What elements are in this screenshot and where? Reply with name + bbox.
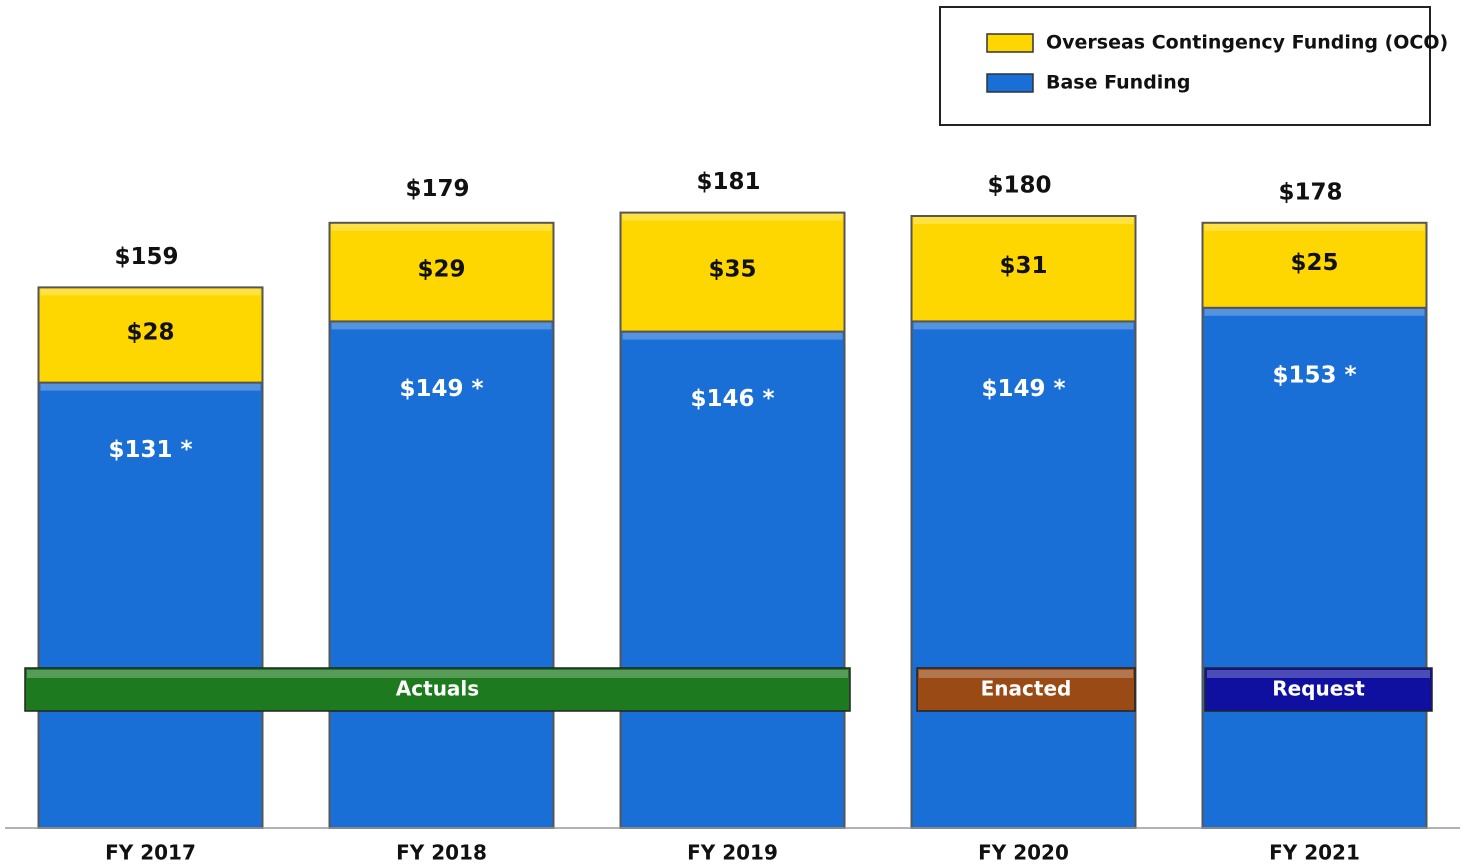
bar-segment [1201,221,1428,309]
annotation-band [916,667,1136,712]
bar-bevel [40,383,261,391]
legend-label: Overseas Contingency Funding (OCO) [1046,32,1448,54]
bar-segment [619,330,846,829]
value-label: $149 * [981,376,1065,402]
annotation-label: Request [1272,677,1365,701]
total-label: $181 [696,169,760,195]
annotation-label: Actuals [396,677,479,701]
bar-bevel [913,322,1134,330]
total-label: $180 [987,173,1051,199]
value-label: $28 [126,320,174,346]
bar-bevel [40,288,261,296]
bar-bevel [622,332,843,340]
total-label: $159 [114,244,178,270]
x-tick-label: FY 2019 [687,841,778,865]
bar-bevel [331,223,552,231]
x-tick-label: FY 2017 [105,841,196,865]
annotation-label: Enacted [981,677,1072,701]
value-label: $131 * [108,437,192,463]
total-label: $179 [405,176,469,202]
annotation-band [1204,667,1433,712]
bar-segment [619,211,846,333]
value-label: $35 [708,257,756,283]
bar-segment [910,215,1137,323]
annotation-bevel [1207,670,1430,678]
bar-segment [37,286,264,384]
x-tick-label: FY 2018 [396,841,487,865]
annotation-bevel [919,670,1133,678]
annotation-bevel [27,670,848,678]
value-label: $29 [417,257,465,283]
bar-segment [910,320,1137,829]
legend-swatch [986,73,1034,93]
bar-bevel [1204,308,1425,316]
value-label: $149 * [399,376,483,402]
value-label: $146 * [690,386,774,412]
legend-label: Base Funding [1046,72,1190,94]
x-tick-label: FY 2021 [1269,841,1360,865]
value-label: $31 [999,253,1047,279]
total-label: $178 [1278,179,1342,205]
value-label: $153 * [1272,362,1356,388]
bar-bevel [331,322,552,330]
value-label: $25 [1290,250,1338,276]
x-tick-label: FY 2020 [978,841,1069,865]
bar-bevel [913,217,1134,224]
legend-box [939,6,1431,126]
bar-segment [328,221,555,323]
bar-bevel [1204,223,1425,231]
bar-bevel [622,213,843,221]
annotation-band [24,667,851,712]
legend-swatch [986,33,1034,53]
bar-segment [37,381,264,829]
